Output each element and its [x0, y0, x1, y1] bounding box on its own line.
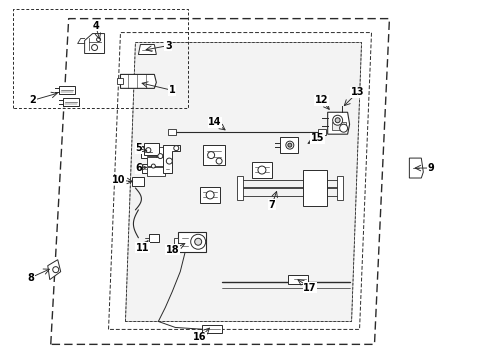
- Circle shape: [194, 238, 201, 245]
- Polygon shape: [279, 137, 297, 153]
- Text: 15: 15: [310, 133, 324, 143]
- Text: 8: 8: [27, 273, 34, 283]
- Text: 17: 17: [303, 283, 316, 293]
- Circle shape: [287, 143, 291, 147]
- Text: 1: 1: [168, 85, 175, 95]
- Polygon shape: [144, 143, 159, 155]
- Text: 3: 3: [164, 41, 171, 50]
- Text: 9: 9: [427, 163, 434, 173]
- Polygon shape: [251, 162, 271, 178]
- Bar: [147, 147, 165, 156]
- Text: 14: 14: [208, 117, 222, 127]
- Circle shape: [285, 141, 293, 149]
- Polygon shape: [200, 187, 220, 203]
- Polygon shape: [408, 158, 423, 178]
- Polygon shape: [163, 145, 180, 173]
- Circle shape: [190, 234, 205, 249]
- Polygon shape: [48, 260, 61, 280]
- Text: 13: 13: [350, 87, 364, 97]
- Polygon shape: [327, 112, 349, 134]
- Circle shape: [53, 267, 59, 273]
- Polygon shape: [174, 238, 178, 246]
- Text: 16: 16: [193, 332, 206, 342]
- Polygon shape: [203, 145, 224, 165]
- Circle shape: [334, 118, 340, 123]
- Text: 18: 18: [165, 245, 179, 255]
- Polygon shape: [302, 170, 326, 206]
- Bar: [202, 325, 222, 333]
- Circle shape: [145, 148, 151, 153]
- Text: 10: 10: [112, 175, 125, 185]
- Circle shape: [91, 45, 98, 50]
- Bar: [117, 78, 123, 84]
- Text: 6: 6: [135, 163, 142, 173]
- Circle shape: [207, 152, 214, 159]
- Polygon shape: [141, 146, 156, 158]
- Text: 4: 4: [92, 21, 99, 31]
- Bar: [147, 157, 165, 166]
- Circle shape: [173, 146, 179, 150]
- Text: 12: 12: [314, 95, 328, 105]
- Polygon shape: [125, 42, 361, 321]
- Polygon shape: [149, 234, 159, 242]
- Polygon shape: [120, 75, 156, 88]
- Circle shape: [258, 166, 265, 174]
- Bar: [147, 167, 165, 176]
- Bar: [237, 176, 243, 200]
- Polygon shape: [132, 177, 144, 186]
- Circle shape: [151, 164, 155, 168]
- Circle shape: [96, 37, 101, 41]
- Polygon shape: [84, 33, 104, 54]
- Bar: [331, 122, 345, 130]
- Circle shape: [158, 154, 163, 159]
- Text: 11: 11: [135, 243, 149, 253]
- Text: 2: 2: [29, 95, 36, 105]
- Circle shape: [206, 191, 214, 199]
- Circle shape: [216, 158, 222, 164]
- Polygon shape: [138, 45, 156, 54]
- Bar: [336, 176, 342, 200]
- Circle shape: [166, 158, 172, 164]
- Polygon shape: [59, 86, 75, 94]
- Bar: [178, 232, 206, 252]
- Polygon shape: [142, 164, 155, 173]
- Bar: [287, 275, 307, 284]
- Circle shape: [339, 124, 347, 132]
- Text: 7: 7: [268, 200, 275, 210]
- Bar: [317, 129, 325, 135]
- Circle shape: [332, 115, 342, 125]
- Text: 5: 5: [135, 143, 142, 153]
- Bar: [168, 129, 176, 135]
- Polygon shape: [62, 98, 79, 106]
